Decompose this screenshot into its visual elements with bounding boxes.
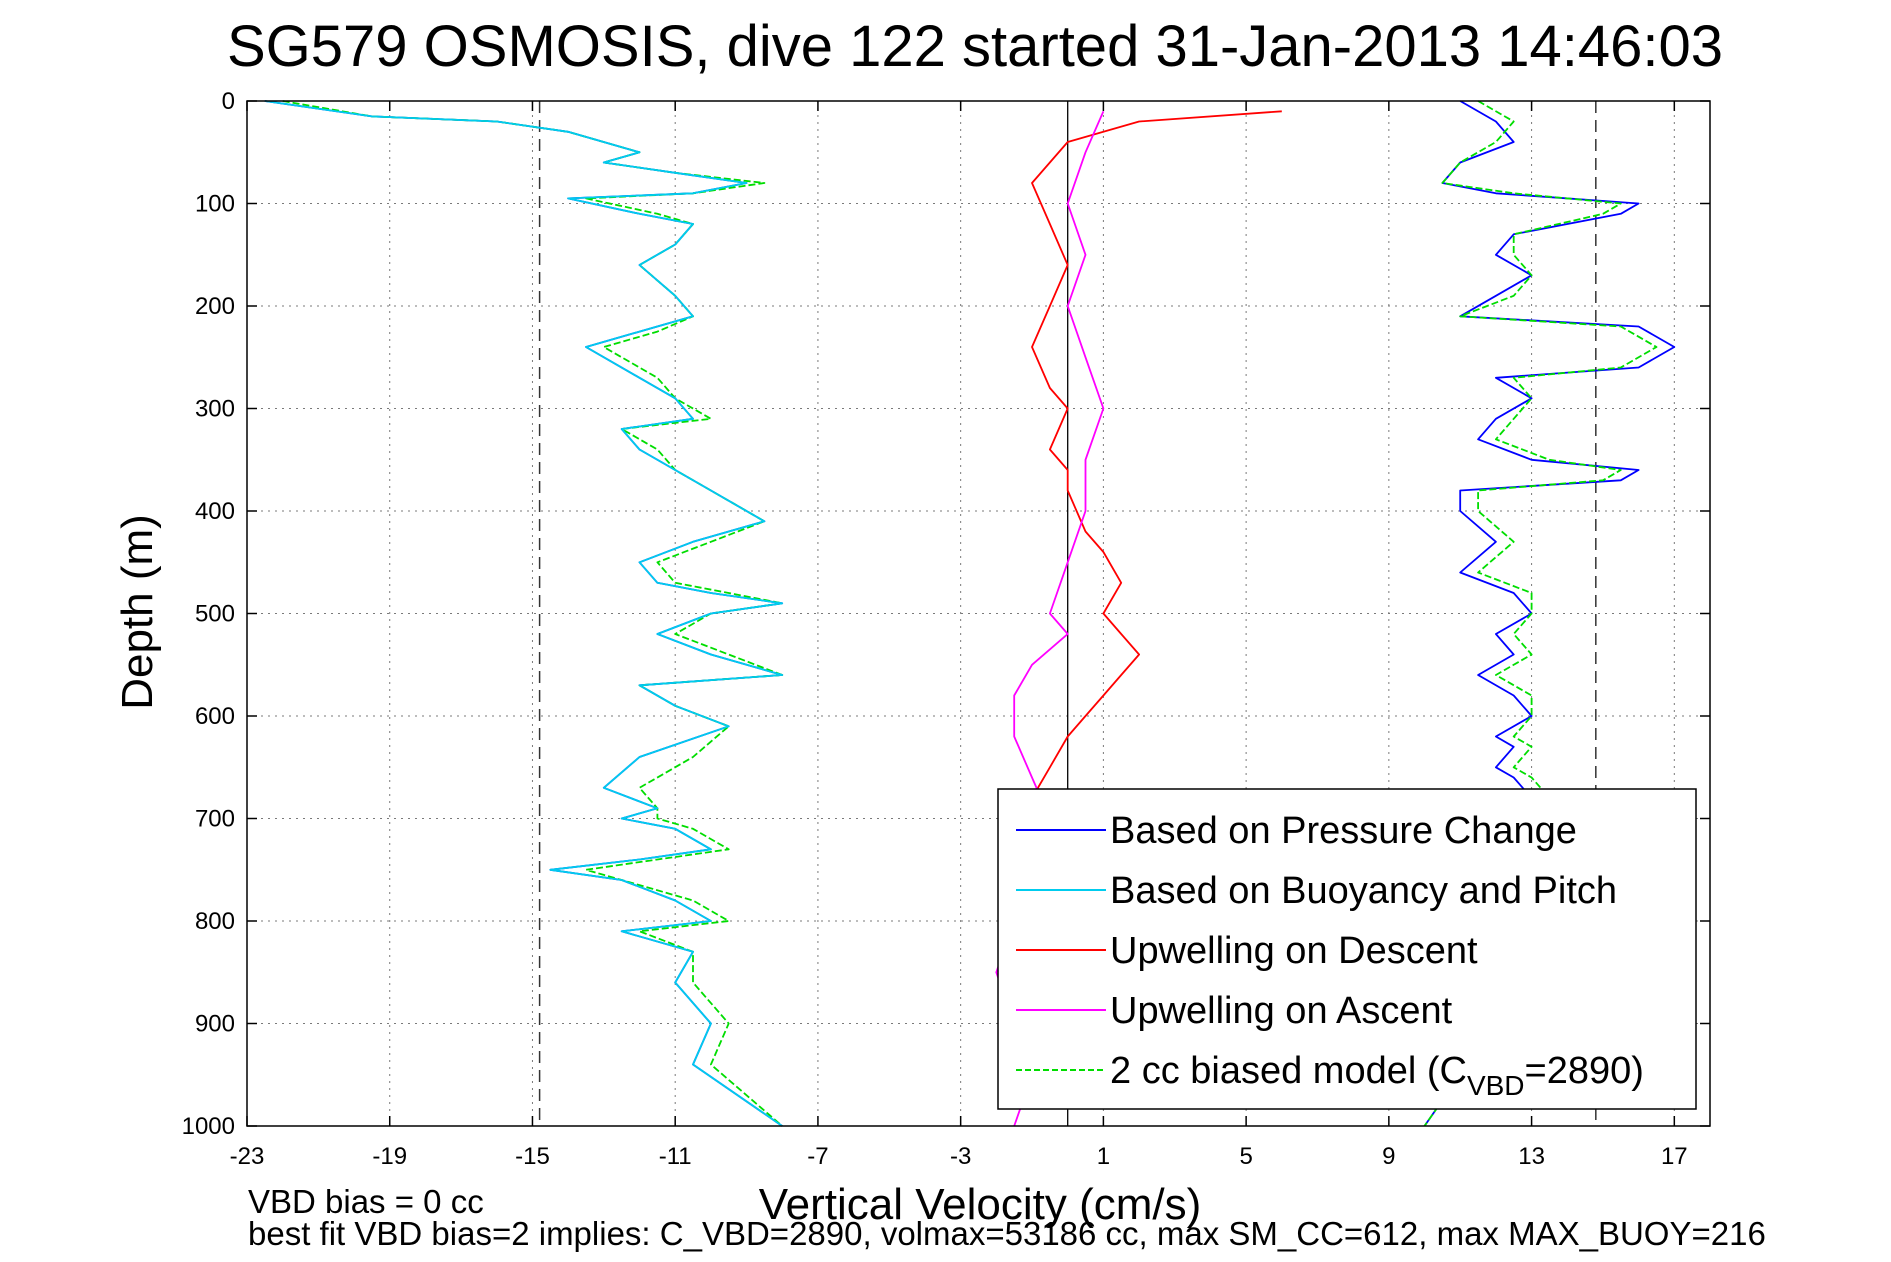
y-tick-label: 800 xyxy=(195,908,235,935)
ticks: -23 -19 -15 -11 -7 -3 1 5 9 13 17 0 100 200 300 400 500 6… xyxy=(182,88,1710,1170)
y-tick-label: 1000 xyxy=(182,1113,235,1140)
x-tick-label: 9 xyxy=(1382,1143,1395,1170)
x-tick-label: -23 xyxy=(230,1143,265,1170)
series-line xyxy=(264,100,784,1127)
legend-label: Upwelling on Ascent xyxy=(1110,990,1453,1032)
y-tick-label: 500 xyxy=(195,601,235,628)
note-best-fit: best fit VBD bias=2 implies: C_VBD=2890,… xyxy=(248,1215,1766,1252)
x-tick-label: -19 xyxy=(372,1143,407,1170)
legend-label: Based on Pressure Change xyxy=(1110,810,1577,852)
x-tick-label: 13 xyxy=(1518,1143,1545,1170)
x-axis-label: Vertical Velocity (cm/s) xyxy=(759,1180,1202,1229)
x-tick-label: -7 xyxy=(807,1143,828,1170)
x-tick-label: -15 xyxy=(515,1143,550,1170)
y-tick-label: 100 xyxy=(195,191,235,218)
legend-label: Upwelling on Descent xyxy=(1110,930,1478,972)
note-vbd-bias: VBD bias = 0 cc xyxy=(248,1183,484,1220)
series-line xyxy=(264,100,784,1127)
x-tick-label: -3 xyxy=(950,1143,971,1170)
y-tick-label: 600 xyxy=(195,703,235,730)
series-line xyxy=(1423,100,1658,1127)
legend-box xyxy=(997,788,1697,1110)
legend: Based on Pressure Change Based on Buoyanc… xyxy=(997,788,1697,1110)
x-tick-label: 1 xyxy=(1097,1143,1110,1170)
series-line xyxy=(1013,110,1282,871)
y-tick-label: 900 xyxy=(195,1011,235,1038)
x-tick-label: 17 xyxy=(1661,1143,1688,1170)
y-tick-label: 200 xyxy=(195,293,235,320)
chart-title: SG579 OSMOSIS, dive 122 started 31-Jan-2… xyxy=(227,14,1723,79)
y-tick-label: 300 xyxy=(195,396,235,423)
x-tick-label: -11 xyxy=(659,1143,692,1170)
y-tick-label: 700 xyxy=(195,806,235,833)
y-axis-label: Depth (m) xyxy=(113,514,162,710)
y-tick-label: 0 xyxy=(222,88,235,115)
legend-label: Based on Buoyancy and Pitch xyxy=(1110,870,1617,912)
x-tick-label: 5 xyxy=(1239,1143,1252,1170)
y-tick-label: 400 xyxy=(195,498,235,525)
